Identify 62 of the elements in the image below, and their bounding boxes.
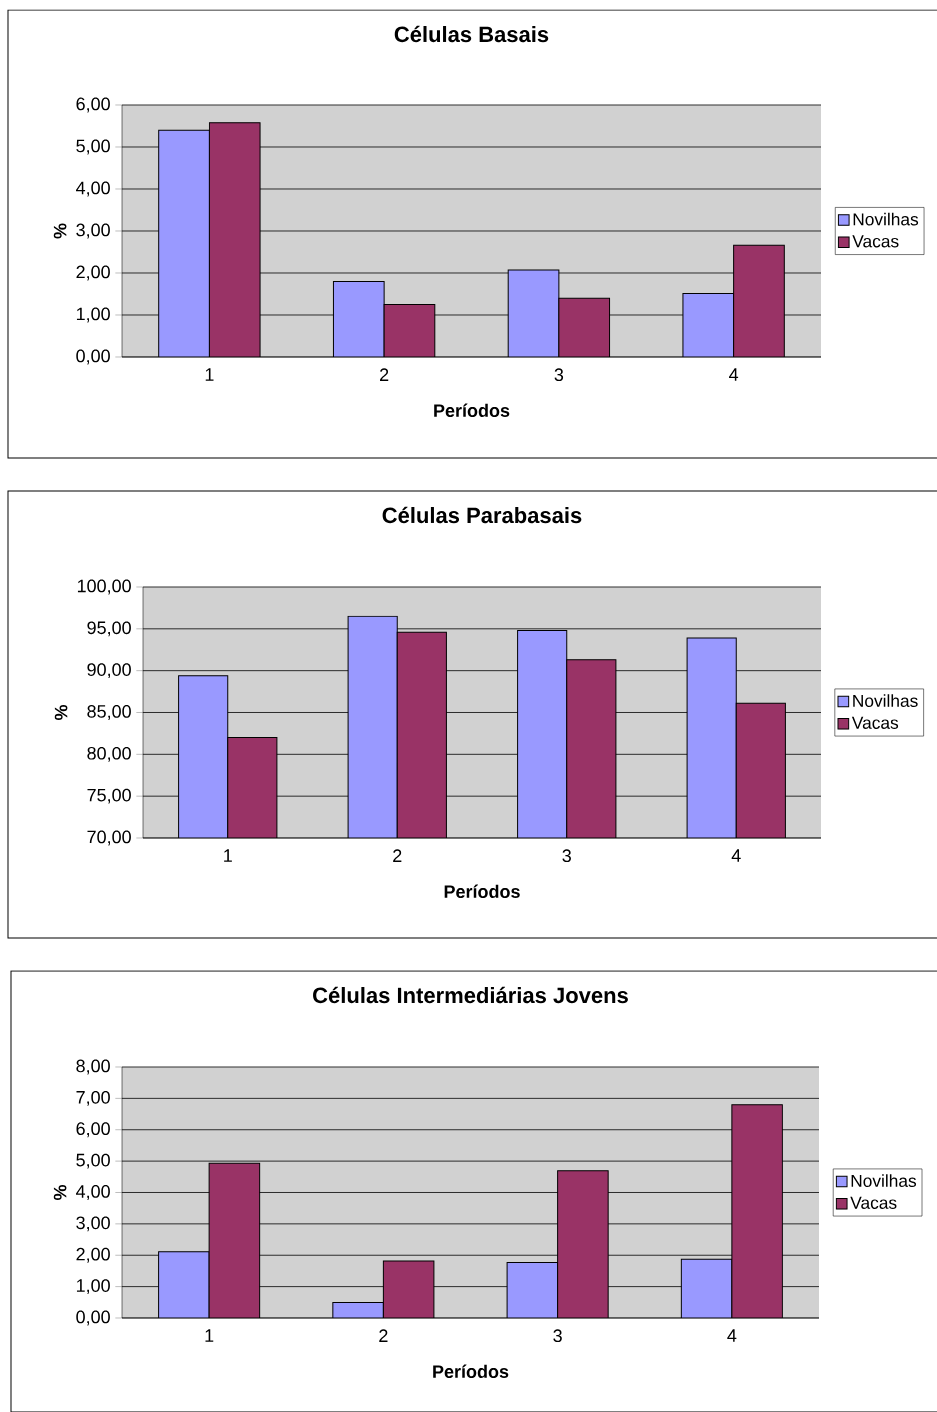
y-tick-label: 90,00 — [87, 663, 131, 679]
bar — [680, 1258, 733, 1318]
bar — [557, 1170, 609, 1318]
legend-label: Vacas — [851, 716, 899, 729]
chart-title: Células Intermediárias Jovens — [313, 986, 628, 1004]
bar — [158, 129, 210, 357]
legend-label: Vacas — [852, 235, 899, 248]
y-tick-label: 6,00 — [76, 97, 110, 113]
y-tick-label: 5,00 — [76, 139, 110, 155]
y-tick-label: 1,00 — [76, 1279, 110, 1295]
bar — [208, 1162, 261, 1318]
y-tick-label: 4,00 — [76, 181, 110, 197]
legend-label: Novilhas — [853, 212, 919, 226]
y-tick-label: 7,00 — [76, 1090, 110, 1106]
y-axis-title: % — [53, 223, 67, 239]
bar — [158, 1251, 210, 1318]
bar — [682, 293, 735, 357]
y-axis-title: % — [53, 1184, 67, 1201]
x-axis-title: Períodos — [433, 1364, 509, 1378]
y-tick-label: 75,00 — [87, 788, 131, 804]
legend-label: Novilhas — [853, 694, 918, 707]
x-tick-label: 4 — [731, 849, 741, 862]
y-tick-label: 100,00 — [77, 579, 131, 595]
y-tick-label: 1,00 — [76, 307, 110, 323]
x-tick-label: 2 — [380, 368, 389, 381]
y-tick-label: 6,00 — [76, 1122, 110, 1138]
y-tick-label: 4,00 — [76, 1185, 110, 1200]
legend-label: Vacas — [850, 1196, 897, 1209]
x-tick-label: 2 — [393, 849, 402, 862]
bar — [332, 280, 385, 357]
x-tick-label: 3 — [554, 368, 564, 382]
y-tick-label: 80,00 — [87, 746, 131, 762]
y-tick-label: 95,00 — [87, 621, 131, 637]
bar — [731, 1104, 783, 1318]
legend-label: Novilhas — [851, 1174, 917, 1187]
y-tick-label: 2,00 — [76, 1247, 110, 1263]
y-tick-label: 3,00 — [76, 1216, 110, 1232]
x-tick-label: 1 — [224, 849, 232, 862]
x-tick-label: 3 — [562, 849, 571, 863]
y-tick-label: 0,00 — [76, 349, 110, 365]
y-tick-label: 0,00 — [76, 1310, 110, 1326]
x-tick-label: 1 — [205, 1329, 214, 1342]
x-tick-label: 1 — [205, 368, 214, 381]
bar — [507, 269, 560, 357]
bar — [382, 1260, 435, 1318]
y-tick-label: 5,00 — [76, 1153, 110, 1169]
x-tick-label: 4 — [727, 1329, 737, 1342]
x-tick-label: 2 — [379, 1329, 388, 1342]
chart-title: Células Basais — [394, 25, 549, 43]
x-tick-label: 4 — [729, 368, 739, 381]
y-tick-label: 3,00 — [76, 223, 110, 239]
bar — [506, 1261, 559, 1318]
y-tick-label: 8,00 — [76, 1059, 110, 1075]
y-tick-label: 85,00 — [87, 705, 131, 720]
chart-title: Células Parabasais — [382, 506, 582, 524]
y-tick-label: 2,00 — [76, 265, 110, 281]
x-tick-label: 3 — [553, 1329, 562, 1343]
y-axis-title: % — [54, 704, 68, 721]
x-axis-title: Períodos — [444, 884, 520, 898]
x-axis-title: Períodos — [434, 403, 510, 417]
bar — [332, 1302, 384, 1318]
y-tick-label: 70,00 — [87, 830, 131, 846]
